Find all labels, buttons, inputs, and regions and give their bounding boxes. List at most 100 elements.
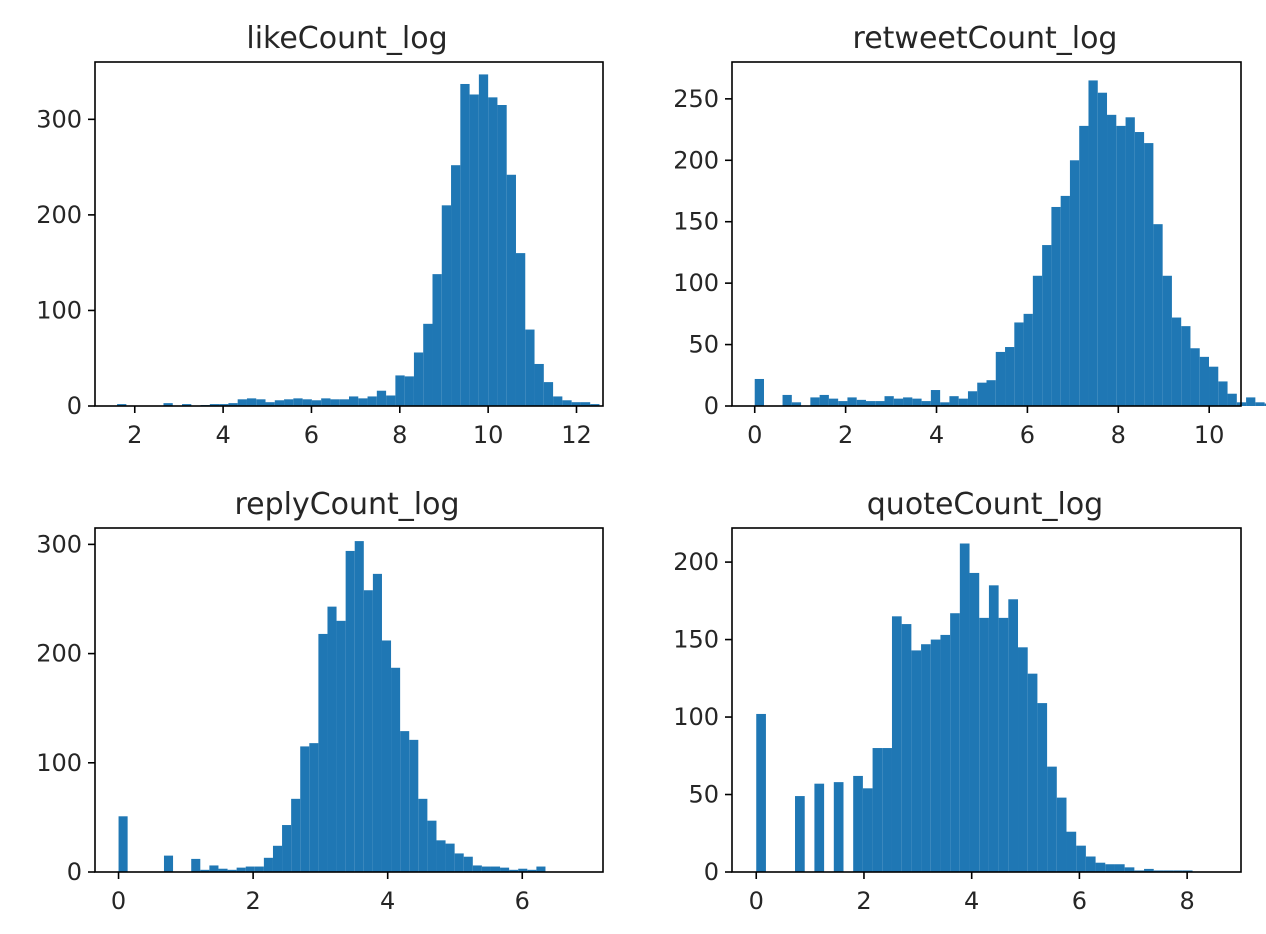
y-tick-label: 100 [36,296,82,324]
y-tick-label: 150 [673,626,719,654]
histogram-bar [1056,797,1067,872]
histogram-bar [1227,393,1237,406]
x-tick-label: 4 [929,421,944,449]
histogram-bar [272,845,283,872]
histogram-bar [265,402,275,406]
histogram-bar [571,402,581,406]
histogram-bar [756,713,766,872]
x-tick-label: 0 [747,421,762,449]
histogram-bar [345,550,355,872]
histogram-bar [527,869,537,872]
histogram-bar [254,866,264,872]
histogram-bar [912,398,922,406]
y-tick-label: 200 [36,640,82,668]
histogram-bar [988,585,999,872]
histogram-bar [309,743,319,872]
histogram-bar [236,867,246,872]
histogram-bar [856,399,866,406]
histogram-bar [1181,326,1191,406]
histogram-bar [911,650,922,872]
axes-frame [731,527,1242,873]
histogram-bar [509,869,519,872]
x-tick-label: 2 [838,421,853,449]
histogram-bar [227,869,237,872]
histogram-bar [872,748,883,872]
y-tick-label: 100 [36,749,82,777]
axes-frame [94,61,604,407]
histogram-bar [330,399,340,406]
histogram-bar [318,633,328,872]
y-tick-label: 50 [688,331,719,359]
histogram-bar [1124,867,1135,872]
histogram-bars [117,74,600,407]
histogram-bar [354,541,364,872]
y-tick-label: 100 [673,703,719,731]
histogram-bar [218,868,228,872]
histogram-bar [386,395,396,406]
x-tick-label: 0 [111,887,126,915]
histogram-bar [191,858,201,872]
histogram-bar [884,396,894,406]
histogram-bar [930,390,941,406]
histogram-bar [228,403,238,406]
histogram-bar [1023,313,1033,406]
histogram-bar [163,403,173,406]
histogram-bar [490,866,501,872]
x-tick-label: 4 [215,421,230,449]
y-tick-label: 0 [704,858,719,886]
histogram-bar [413,352,424,406]
histogram-bar [219,404,229,406]
histogram-bar [543,382,554,406]
x-tick-label: 12 [561,421,592,449]
histogram-bar [1079,125,1089,406]
histogram-bar [336,620,346,872]
histogram-bar [814,783,825,872]
y-tick-label: 100 [673,269,719,297]
histogram-bar [321,398,331,406]
histogram-bar [534,363,544,406]
histogram-bar [381,640,392,872]
histogram-bar [391,667,401,872]
histogram-bar [995,351,1006,406]
histogram-bar [209,865,219,872]
histogram-bar [921,644,931,872]
histogram-bar [469,94,479,407]
histogram-bar [1114,864,1125,872]
histogram-bar [349,396,359,406]
histogram-bar [1069,160,1080,406]
histogram-bar [1014,322,1024,406]
histogram-bar [969,572,980,872]
histogram-bar [977,382,987,406]
histogram-bar [940,402,950,406]
histogram-bar [1218,381,1228,406]
histogram-bar [432,274,442,406]
histogram-bar [358,398,368,406]
histogram-bar [1051,206,1061,406]
histogram-bar [795,796,805,872]
histogram-bar [893,398,904,406]
histogram-bar [441,205,452,406]
histogram-bar [1190,348,1200,406]
histogram-bar [1066,831,1077,872]
y-tick-label: 250 [673,85,719,113]
histogram-bar [1088,80,1098,407]
x-tick-label: 8 [1179,887,1194,915]
histogram-bar [1085,856,1096,872]
histogram-bar [901,624,912,872]
histogram-bar [1134,132,1145,406]
x-tick-label: 4 [964,887,979,915]
histogram-bar [967,391,978,406]
y-tick-label: 50 [688,781,719,809]
subplot-title: quoteCount_log [867,487,1103,522]
histogram-bar [882,748,892,872]
histogram-bar [395,375,405,406]
histogram-bar [536,866,546,872]
histogram-bar [117,404,127,406]
histogram-bar [1097,92,1108,407]
histogram-bar [986,380,996,406]
histogram-bar [1105,864,1115,872]
y-tick-label: 300 [36,530,82,558]
histogram-bar [302,399,312,406]
histogram-bar [427,820,437,872]
